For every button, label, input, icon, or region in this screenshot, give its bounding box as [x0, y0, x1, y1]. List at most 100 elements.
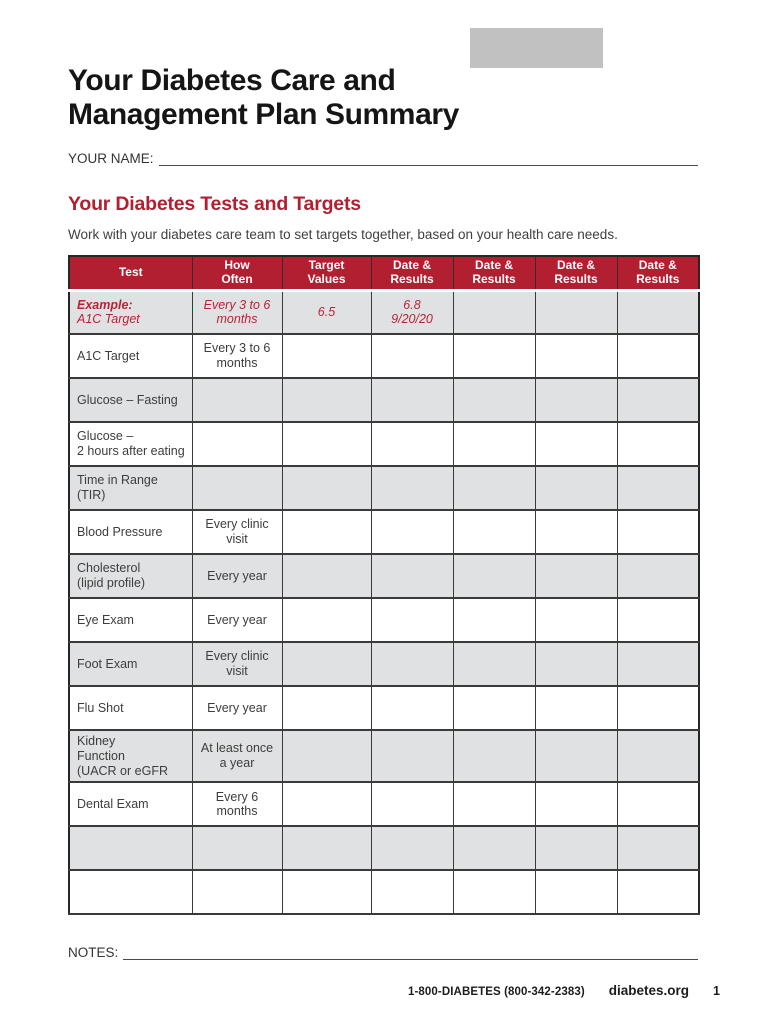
cell-result-4[interactable]	[616, 869, 700, 916]
cell-result-1[interactable]	[370, 869, 454, 916]
cell-result-1[interactable]	[370, 781, 454, 828]
cell-target-values[interactable]	[281, 685, 372, 732]
cell-result-2[interactable]	[452, 825, 536, 872]
cell-result-2[interactable]	[452, 685, 536, 732]
cell-result-2[interactable]	[452, 333, 536, 380]
cell-result-2[interactable]	[452, 729, 536, 784]
notes-label: NOTES:	[68, 945, 119, 961]
cell-result-3[interactable]	[534, 729, 618, 784]
footer-website-link[interactable]: diabetes.org	[608, 983, 690, 999]
cell-how-often[interactable]	[191, 869, 283, 916]
your-name-blank-line[interactable]	[158, 151, 698, 166]
cell-target-values[interactable]	[281, 869, 372, 916]
table-row: Cholesterol (lipid profile) Every year	[68, 553, 700, 600]
cell-how-often[interactable]	[191, 825, 283, 872]
table-row: Flu Shot Every year	[68, 685, 700, 732]
table-row: Dental Exam Every 6 months	[68, 781, 700, 828]
cell-result-3[interactable]	[534, 597, 618, 644]
cell-result-1[interactable]	[370, 729, 454, 784]
tests-and-targets-table: Test How Often Target Values Date & Results…	[68, 255, 700, 916]
cell-target-values[interactable]	[281, 509, 372, 556]
cell-result-3[interactable]	[534, 869, 618, 916]
cell-target-values[interactable]	[281, 333, 372, 380]
cell-result-3[interactable]	[534, 685, 618, 732]
cell-result-1[interactable]	[370, 421, 454, 468]
cell-result-2[interactable]	[452, 421, 536, 468]
cell-target-values[interactable]	[281, 465, 372, 512]
cell-target-values[interactable]	[281, 597, 372, 644]
cell-result-1[interactable]	[370, 597, 454, 644]
logo-placeholder	[470, 28, 603, 68]
cell-target-values[interactable]	[281, 421, 372, 468]
cell-result-4[interactable]	[616, 509, 700, 556]
cell-test: Glucose – Fasting	[68, 377, 193, 424]
cell-result-4[interactable]	[616, 465, 700, 512]
cell-result-4[interactable]	[616, 641, 700, 688]
footer-page-number: 1	[713, 984, 720, 999]
cell-result-1[interactable]	[370, 825, 454, 872]
cell-target-values[interactable]	[281, 825, 372, 872]
cell-test: A1C Target	[68, 333, 193, 380]
cell-result-1[interactable]	[370, 377, 454, 424]
table-row: Foot Exam Every clinic visit	[68, 641, 700, 688]
cell-result-1[interactable]	[370, 553, 454, 600]
notes-row: NOTES:	[68, 942, 698, 961]
cell-test[interactable]	[68, 869, 193, 916]
table-row	[68, 869, 700, 916]
cell-target-values[interactable]	[281, 377, 372, 424]
cell-result-2[interactable]	[452, 869, 536, 916]
your-name-row: YOUR NAME:	[68, 148, 698, 166]
cell-result-4[interactable]	[616, 685, 700, 732]
cell-result-1[interactable]	[370, 465, 454, 512]
cell-result-3[interactable]	[534, 825, 618, 872]
cell-result-1[interactable]	[370, 641, 454, 688]
page-title-line2: Management Plan Summary	[68, 98, 459, 131]
table-row: A1C Target Every 3 to 6 months	[68, 333, 700, 380]
cell-result-1[interactable]	[370, 333, 454, 380]
cell-result-3[interactable]	[534, 641, 618, 688]
page-title-line1: Your Diabetes Care and	[68, 64, 396, 97]
column-header: Date & Results	[370, 256, 453, 292]
cell-result-4[interactable]	[616, 421, 700, 468]
cell-result-3[interactable]	[534, 781, 618, 828]
column-header: Date & Results	[616, 256, 699, 292]
cell-test[interactable]	[68, 825, 193, 872]
cell-result-4[interactable]	[616, 729, 700, 784]
cell-test: Example: A1C Target	[68, 289, 193, 336]
cell-result-4[interactable]	[616, 781, 700, 828]
cell-result-4[interactable]	[616, 825, 700, 872]
cell-result-4[interactable]	[616, 289, 700, 336]
cell-result-3[interactable]	[534, 509, 618, 556]
cell-result-4[interactable]	[616, 333, 700, 380]
cell-result-2[interactable]	[452, 553, 536, 600]
cell-how-often[interactable]	[191, 465, 283, 512]
cell-result-1[interactable]	[370, 685, 454, 732]
cell-target-values[interactable]	[281, 641, 372, 688]
cell-how-often[interactable]	[191, 421, 283, 468]
cell-how-often: Every 3 to 6 months	[191, 333, 283, 380]
cell-result-3[interactable]	[534, 289, 618, 336]
cell-how-often: Every clinic visit	[191, 509, 283, 556]
cell-target-values[interactable]	[281, 553, 372, 600]
cell-result-3[interactable]	[534, 465, 618, 512]
cell-result-3[interactable]	[534, 333, 618, 380]
cell-result-2[interactable]	[452, 597, 536, 644]
cell-result-2[interactable]	[452, 289, 536, 336]
cell-how-often[interactable]	[191, 377, 283, 424]
cell-result-4[interactable]	[616, 377, 700, 424]
cell-result-2[interactable]	[452, 377, 536, 424]
cell-result-3[interactable]	[534, 421, 618, 468]
cell-result-4[interactable]	[616, 553, 700, 600]
cell-result-4[interactable]	[616, 597, 700, 644]
cell-result-2[interactable]	[452, 641, 536, 688]
cell-result-2[interactable]	[452, 781, 536, 828]
notes-blank-line[interactable]	[123, 945, 698, 961]
cell-result-2[interactable]	[452, 465, 536, 512]
cell-result-1[interactable]	[370, 509, 454, 556]
cell-target-values[interactable]	[281, 729, 372, 784]
cell-target-values[interactable]	[281, 781, 372, 828]
cell-result-3[interactable]	[534, 377, 618, 424]
cell-result-2[interactable]	[452, 509, 536, 556]
cell-result-3[interactable]	[534, 553, 618, 600]
